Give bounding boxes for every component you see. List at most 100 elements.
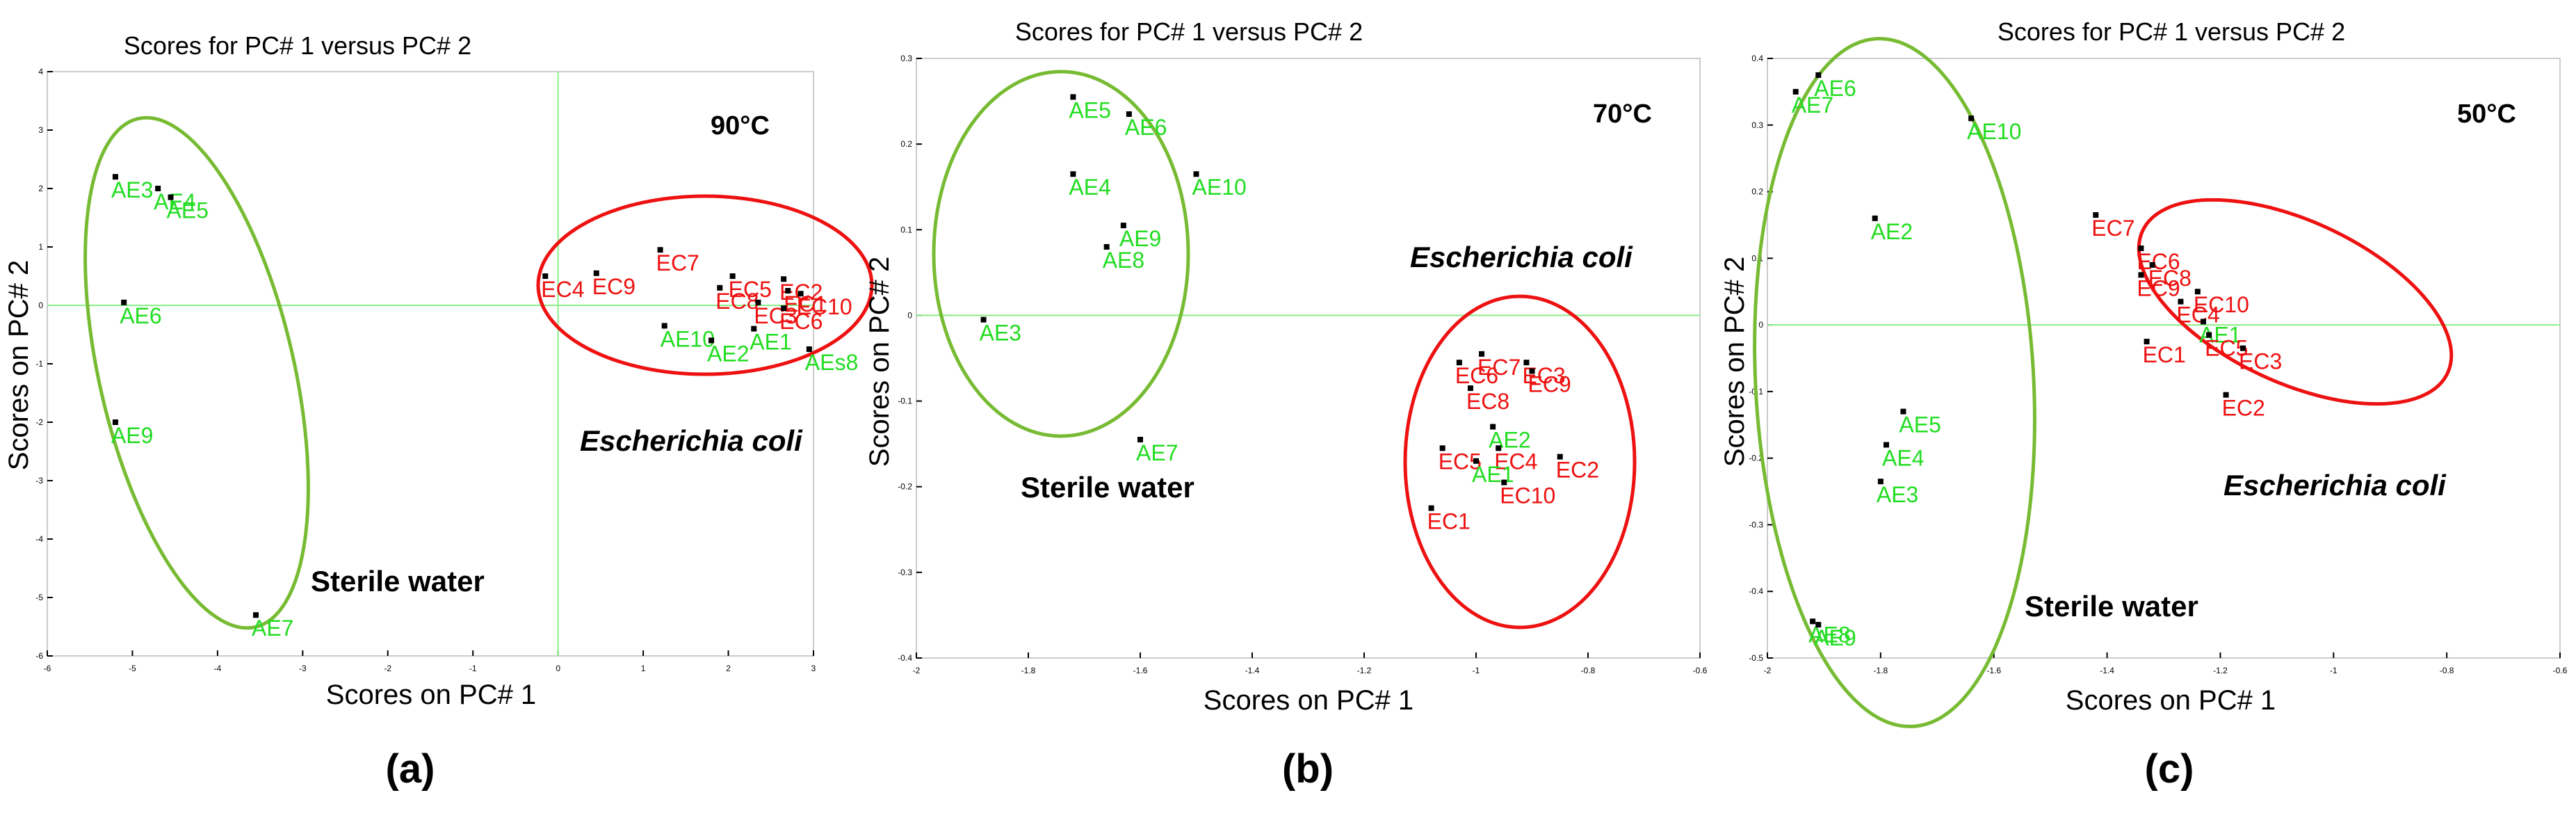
panel-b-xlabel: Scores on PC# 1: [1204, 685, 1413, 716]
data-point-ec7: [657, 247, 663, 253]
data-label-ae4: AE4: [154, 189, 195, 214]
x-tick-label: -1: [2330, 666, 2338, 675]
data-point-ae1: [751, 326, 757, 332]
data-point-ae7: [1137, 436, 1143, 442]
data-label-ae3: AE3: [1877, 482, 1918, 507]
data-label-ae5: AE5: [1899, 412, 1941, 438]
panel-b-temperature: 70°C: [1593, 99, 1652, 129]
data-point-ae3: [1877, 479, 1884, 485]
data-label-ae4: AE4: [1882, 446, 1924, 471]
panel-a: Scores for PC# 1 versus PC# 2 -6 -5 -4 -3 -2…: [3, 31, 874, 792]
panel-b-title: Scores for PC# 1 versus PC# 2: [1015, 17, 1363, 46]
data-label-ec2: EC2: [1556, 458, 1599, 483]
data-label-ae6: AE6: [1125, 115, 1167, 140]
data-point-ae4: [1884, 442, 1889, 448]
data-point-ae2: [1872, 215, 1878, 221]
data-point-ec1: [1428, 505, 1434, 511]
panel-a-water-label: Sterile water: [311, 565, 485, 598]
panel-c-label: (c): [2145, 746, 2194, 792]
y-tick-label: -0.2: [898, 482, 912, 492]
y-tick-label: -2: [35, 417, 43, 427]
data-point-ec3: [1523, 360, 1530, 366]
y-tick-label: 0: [38, 300, 43, 310]
data-label-ec1: EC1: [784, 291, 827, 316]
data-label-ec8: EC8: [2148, 266, 2192, 291]
data-point-ae5: [168, 194, 174, 200]
data-label-ec8: EC8: [1466, 389, 1509, 414]
data-label-ec2: EC2: [2222, 396, 2265, 421]
y-tick-label: 0.4: [1751, 54, 1763, 63]
data-label-ec4: EC4: [1494, 449, 1537, 474]
data-label-ec1: EC1: [2143, 342, 2186, 367]
data-point-ec9: [1529, 368, 1535, 374]
panel-c-plot-frame: [1767, 58, 2561, 659]
x-tick-label: -5: [129, 664, 136, 673]
panel-c-water-label: Sterile water: [2025, 590, 2198, 623]
data-point-ec10: [2194, 289, 2201, 295]
panel-a-label: (a): [386, 746, 435, 792]
data-point-ae10: [1193, 171, 1199, 177]
data-label-ae8: AE8: [1808, 622, 1850, 647]
data-label-ec3: EC3: [1522, 363, 1565, 388]
y-tick-label: 3: [38, 125, 43, 135]
y-tick-label: 0.3: [1751, 120, 1763, 130]
data-label-ec6: EC6: [1455, 363, 1498, 388]
data-label-ae6: AE6: [120, 303, 161, 328]
data-label-ae9: AE9: [1814, 625, 1856, 650]
y-tick-label: -0.4: [898, 653, 912, 663]
data-label-ae9: AE9: [1119, 226, 1161, 251]
data-point-ae2: [1490, 424, 1496, 430]
data-point-ae5: [1900, 408, 1906, 415]
data-point-aes8: [806, 346, 812, 352]
panel-c-xlabel: Scores on PC# 1: [2066, 685, 2276, 716]
data-point-ec6: [2138, 245, 2144, 251]
y-tick-label: 0.2: [900, 139, 912, 149]
panel-b-label: (b): [1282, 746, 1334, 792]
y-tick-label: 0: [907, 310, 912, 320]
x-tick-label: -0.6: [2553, 666, 2568, 675]
data-label-ae2: AE2: [707, 341, 749, 366]
y-tick-label: -6: [35, 651, 43, 661]
panel-c-ecoli-ellipse: [2137, 198, 2454, 406]
panel-a-ecoli-label: Escherichia coli: [580, 424, 803, 457]
data-point-ae6: [121, 299, 127, 305]
y-tick-label: 2: [38, 184, 43, 193]
data-point-ae8: [1810, 618, 1816, 625]
data-label-ae5: AE5: [1069, 97, 1110, 122]
data-label-ec3: EC3: [2239, 349, 2282, 374]
y-tick-label: -5: [35, 593, 43, 602]
x-tick-label: -1.2: [1357, 666, 1372, 675]
data-point-ec3: [755, 299, 761, 305]
panel-a-ecoli-ellipse: [536, 194, 874, 376]
data-label-ae2: AE2: [1871, 219, 1913, 244]
y-tick-label: -1: [35, 359, 43, 369]
data-label-ae10: AE10: [1192, 175, 1247, 200]
y-tick-label: -3: [35, 476, 43, 486]
x-tick-label: -0.6: [1693, 666, 1708, 675]
data-label-ec8: EC8: [715, 289, 759, 314]
data-label-ec10: EC10: [2194, 292, 2249, 317]
x-tick-label: -0.8: [1581, 666, 1596, 675]
data-label-ec7: EC7: [2091, 216, 2134, 241]
panel-a-points: AE3AE4AE5AE6AE9AE7EC4EC9EC7EC5EC2EC8EC1E…: [111, 174, 858, 641]
x-tick-label: -1.8: [1874, 666, 1888, 675]
data-point-ec6: [1456, 360, 1462, 366]
x-tick-label: 0: [556, 664, 560, 673]
data-point-ae9: [1120, 223, 1126, 229]
data-point-ae2: [708, 337, 715, 344]
panel-c-title: Scores for PC# 1 versus PC# 2: [1998, 17, 2345, 46]
data-label-ec4: EC4: [2176, 303, 2219, 328]
data-point-ae7: [1792, 88, 1799, 95]
data-point-ec6: [781, 305, 787, 312]
x-tick-label: -2: [384, 664, 391, 673]
data-label-ae10: AE10: [661, 326, 715, 351]
y-tick-label: -4: [35, 534, 43, 544]
data-point-ae1: [1473, 458, 1479, 464]
data-label-aes8: AEs8: [805, 350, 858, 375]
data-point-ae10: [1968, 115, 1975, 122]
panel-b-ticks: -2 -1.8 -1.6 -1.4 -1.2 -1 -0.8 -0.6 -0.4 -0.3 -0.2…: [898, 54, 1707, 675]
data-point-ae9: [1815, 622, 1822, 628]
data-point-ec8: [717, 284, 723, 291]
x-tick-label: -1: [469, 664, 477, 673]
